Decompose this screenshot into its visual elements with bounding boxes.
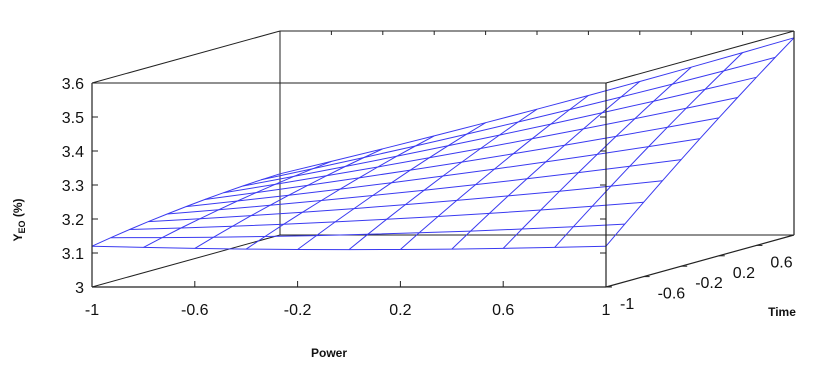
z-axis-title-sub: EO [17, 220, 27, 233]
y-tick-label: 0.2 [733, 265, 755, 282]
surface-line-time-10 [279, 37, 795, 175]
surface-line-power-7 [451, 81, 641, 250]
x-tick-label: -0.6 [181, 302, 209, 319]
surface-line-time-6 [204, 117, 719, 200]
surface-line-power-4 [297, 122, 486, 250]
surface-line-power-9 [554, 52, 743, 248]
z-axis-title: YEO (%) [11, 198, 27, 241]
surface-line-power-8 [502, 66, 692, 249]
box-edge [605, 234, 795, 288]
surface-mesh [91, 37, 795, 251]
y-tick-label: 0.6 [770, 254, 792, 271]
surface-line-power-6 [400, 95, 589, 250]
x-tick-label: -1 [85, 302, 99, 319]
x-axis-ticks: -1 -0.6 -0.2 0.2 0.6 1 [85, 281, 611, 319]
z-tick-label: 3 [75, 280, 84, 297]
z-tick-label: 3.1 [62, 246, 84, 263]
box-edge [91, 30, 281, 84]
surface-line-power-1 [143, 160, 332, 248]
box-edge [91, 234, 281, 288]
surface-line-power-3 [245, 135, 435, 250]
z-tick-label: 3.5 [62, 110, 84, 127]
x-tick-label: -0.2 [284, 302, 312, 319]
surface-line-power-2 [194, 148, 384, 249]
y-tick-label: -0.6 [658, 286, 686, 303]
surface-line-power-10 [605, 37, 795, 247]
surface-line-time-1 [110, 223, 625, 239]
x-axis-title: Power [311, 346, 347, 360]
y-axis-title: Time [768, 305, 796, 319]
z-axis-title-main: Y [11, 234, 25, 242]
surface-line-time-8 [242, 76, 757, 187]
box-back-edges [91, 30, 795, 288]
z-tick-label: 3.4 [62, 144, 84, 161]
surface-line-time-3 [148, 180, 663, 223]
z-tick-label: 3.6 [62, 76, 84, 93]
z-tick-label: 3.3 [62, 178, 84, 195]
x-tick-label: 1 [602, 302, 611, 319]
box-edge [605, 30, 795, 84]
z-tick-label: 3.2 [62, 212, 84, 229]
surface-line-power-0 [91, 173, 281, 247]
z-axis-title-unit: (%) [11, 198, 25, 220]
y-tick-label: -1 [620, 296, 634, 313]
z-axis-ticks: 3 3.1 3.2 3.3 3.4 3.5 3.6 [62, 76, 606, 297]
y-axis-ticks: -1 -0.6 -0.2 0.2 0.6 [606, 244, 793, 313]
surface-line-time-9 [261, 56, 776, 181]
x-tick-label: 0.2 [389, 302, 411, 319]
y-tick-label: -0.2 [695, 275, 723, 292]
surface-line-power-5 [348, 108, 538, 250]
x-tick-label: 0.6 [492, 302, 514, 319]
